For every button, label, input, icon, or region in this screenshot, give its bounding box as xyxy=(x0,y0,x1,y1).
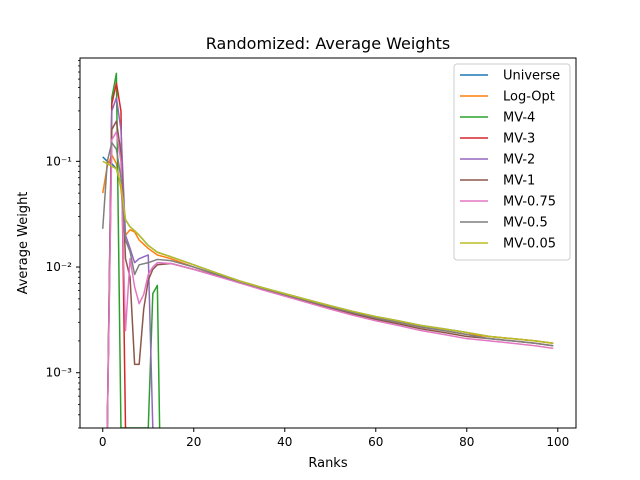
chart-title: Randomized: Average Weights xyxy=(206,34,450,53)
y-tick-label: 10⁻² xyxy=(46,260,73,274)
y-tick-label: 10⁻¹ xyxy=(46,154,73,168)
legend-label-mv-2: MV-2 xyxy=(503,153,535,168)
legend-label-universe: Universe xyxy=(503,69,560,84)
y-axis-label: Average Weight xyxy=(16,192,31,295)
legend-label-mv-1: MV-1 xyxy=(503,174,535,189)
x-tick-label: 100 xyxy=(546,435,569,449)
series-line-mv-2 xyxy=(106,96,154,428)
legend-label-log-opt: Log-Opt xyxy=(503,90,555,105)
x-axis: 0 20 40 60 80 100 xyxy=(99,428,569,449)
legend: Universe Log-Opt MV-4 MV-3 MV-2 MV-1 MV-0.75 MV… xyxy=(453,63,571,261)
x-tick-label: 0 xyxy=(99,435,107,449)
legend-label-mv-4: MV-4 xyxy=(503,111,535,126)
y-axis: 10⁻³ 10⁻² 10⁻¹ xyxy=(46,60,80,429)
x-axis-label: Ranks xyxy=(308,456,347,471)
legend-label-mv-3: MV-3 xyxy=(503,132,535,147)
legend-box xyxy=(453,63,571,261)
x-tick-label: 60 xyxy=(368,435,383,449)
x-tick-label: 80 xyxy=(459,435,474,449)
y-tick-label: 10⁻³ xyxy=(46,366,73,380)
series-line-mv-0-75 xyxy=(106,131,554,428)
series-line-mv-4 xyxy=(106,72,161,428)
series-line-mv-0-05 xyxy=(102,160,554,345)
legend-label-mv-0-5: MV-0.5 xyxy=(503,216,548,231)
plot-frame xyxy=(79,57,577,429)
legend-label-mv-0-05: MV-0.05 xyxy=(503,237,556,252)
x-tick-label: 20 xyxy=(186,435,201,449)
legend-label-mv-0-75: MV-0.75 xyxy=(503,195,556,210)
x-tick-label: 40 xyxy=(277,435,292,449)
series-layer xyxy=(102,72,554,428)
